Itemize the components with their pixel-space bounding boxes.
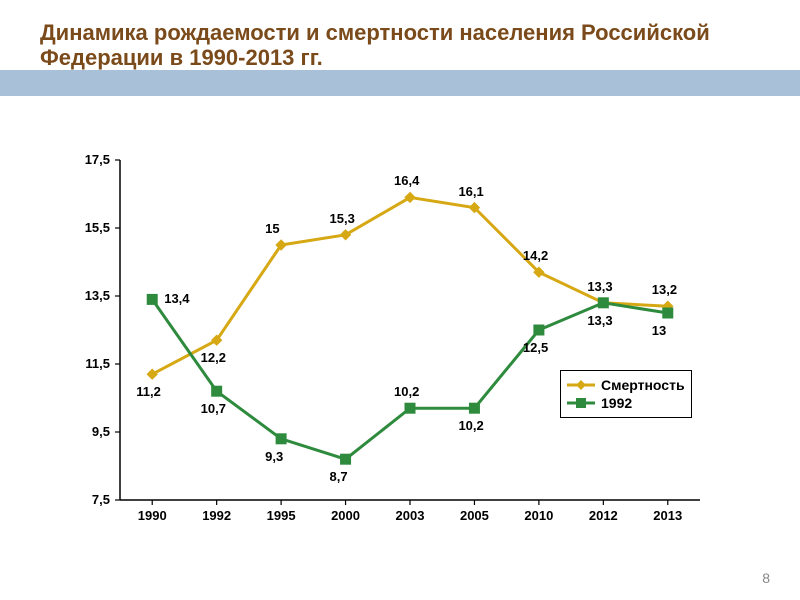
data-label: 10,2: [458, 418, 483, 433]
y-tick-label: 15,5: [60, 220, 110, 235]
data-label: 16,4: [394, 173, 419, 188]
x-tick-label: 2013: [643, 508, 693, 523]
data-label: 15: [265, 221, 279, 236]
data-label: 8,7: [330, 469, 348, 484]
x-tick-label: 2010: [514, 508, 564, 523]
data-label: 9,3: [265, 449, 283, 464]
y-tick-label: 7,5: [60, 492, 110, 507]
data-label: 14,2: [523, 248, 548, 263]
data-label: 13,3: [587, 279, 612, 294]
page-number: 8: [762, 570, 770, 586]
data-label: 16,1: [458, 184, 483, 199]
page-title: Динамика рождаемости и смертности населе…: [40, 20, 740, 71]
data-label: 10,7: [201, 401, 226, 416]
y-tick-label: 11,5: [60, 356, 110, 371]
data-label: 13,3: [587, 313, 612, 328]
data-label: 11,2: [136, 384, 161, 399]
data-label: 12,5: [523, 340, 548, 355]
y-tick-label: 13,5: [60, 288, 110, 303]
y-tick-label: 17,5: [60, 152, 110, 167]
legend-label: 1992: [601, 395, 632, 411]
data-label: 13,2: [652, 282, 677, 297]
x-tick-label: 1995: [256, 508, 306, 523]
data-label: 12,2: [201, 350, 226, 365]
data-label: 10,2: [394, 384, 419, 399]
title-stripe: [0, 70, 800, 96]
legend: Смертность 1992: [560, 370, 692, 418]
line-chart: 7,5 9,5 11,5 13,5 15,5 17,5 1990 1992 1995 2000 20…: [60, 150, 760, 550]
x-tick-label: 2012: [578, 508, 628, 523]
x-tick-label: 1990: [127, 508, 177, 523]
y-tick-label: 9,5: [60, 424, 110, 439]
legend-item: Смертность: [567, 377, 685, 393]
x-tick-label: 2003: [385, 508, 435, 523]
x-tick-label: 1992: [192, 508, 242, 523]
chart-svg: [60, 150, 760, 550]
x-tick-label: 2005: [449, 508, 499, 523]
legend-label: Смертность: [601, 377, 685, 393]
data-label: 13: [652, 323, 666, 338]
legend-item: 1992: [567, 395, 685, 411]
data-label: 13,4: [164, 291, 189, 306]
x-tick-label: 2000: [321, 508, 371, 523]
data-label: 15,3: [330, 211, 355, 226]
